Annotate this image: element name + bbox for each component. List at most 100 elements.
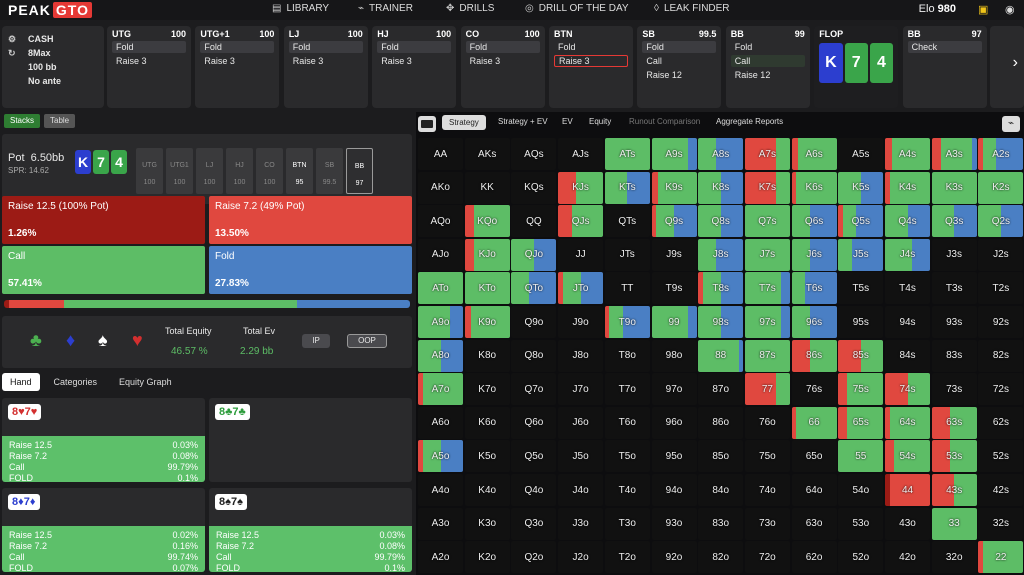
matrix-cell-66[interactable]: 66 [791, 406, 837, 439]
seat-action-option[interactable]: Fold [558, 42, 576, 52]
position-co[interactable]: CO 100 [256, 148, 283, 194]
matrix-cell-55[interactable]: 55 [838, 440, 884, 473]
matrix-cell-52s[interactable]: 52s [978, 440, 1024, 473]
matrix-cell-86o[interactable]: 86o [698, 406, 744, 439]
matrix-cell-88[interactable]: 88 [698, 339, 744, 372]
matrix-cell-J3s[interactable]: J3s [931, 238, 977, 271]
matrix-cell-84o[interactable]: 84o [698, 474, 744, 506]
matrix-cell-A3o[interactable]: A3o [418, 507, 463, 540]
matrix-cell-K5s[interactable]: K5s [838, 171, 884, 204]
matrix-cell-KK[interactable]: KK [464, 171, 510, 204]
matrix-cell-QTo[interactable]: QTo [511, 272, 557, 305]
matrix-cell-KTs[interactable]: KTs [604, 171, 650, 204]
position-lj[interactable]: LJ 100 [196, 148, 223, 194]
seat-utgplus1[interactable]: UTG+1 100 Fold Raise 3 [195, 26, 280, 108]
matrix-cell-54o[interactable]: 54o [838, 474, 884, 506]
matrix-cell-74s[interactable]: 74s [885, 373, 930, 406]
matrix-cell-Q2s[interactable]: Q2s [978, 205, 1024, 238]
seat-action-option[interactable]: Fold [288, 41, 363, 53]
seat-action-option[interactable]: Call [646, 56, 662, 66]
matrix-cell-AQs[interactable]: AQs [511, 138, 557, 170]
action-call[interactable]: Call 57.41% [2, 246, 205, 294]
matrix-cell-QTs[interactable]: QTs [604, 205, 650, 238]
matrix-cell-AJo[interactable]: AJo [418, 238, 463, 271]
matrix-cell-A6s[interactable]: A6s [791, 138, 837, 170]
seat-flop[interactable]: FLOP K 7 4 [814, 26, 899, 108]
tab-ev[interactable]: EV [562, 117, 573, 126]
matrix-cell-K3s[interactable]: K3s [931, 171, 977, 204]
matrix-cell-K9s[interactable]: K9s [651, 171, 697, 204]
matrix-cell-J8s[interactable]: J8s [698, 238, 744, 271]
seat-action-option[interactable]: Fold [734, 42, 753, 52]
action-raise-12-5[interactable]: Raise 12.5 (100% Pot) 1.26% [2, 196, 205, 244]
matrix-cell-76s[interactable]: 76s [791, 373, 837, 406]
tab-stacks[interactable]: Stacks [4, 114, 41, 128]
matrix-cell-J9s[interactable]: J9s [651, 238, 697, 271]
position-sb[interactable]: SB 99.5 [316, 148, 343, 194]
matrix-cell-K6s[interactable]: K6s [791, 171, 837, 204]
matrix-cell-86s[interactable]: 86s [791, 339, 837, 372]
matrix-cell-J6o[interactable]: J6o [558, 406, 604, 439]
matrix-cell-Q2o[interactable]: Q2o [511, 541, 557, 574]
matrix-cell-K5o[interactable]: K5o [464, 440, 510, 473]
matrix-cell-K6o[interactable]: K6o [464, 406, 510, 439]
seat-action-option[interactable]: Raise 3 [381, 56, 412, 66]
matrix-cell-82o[interactable]: 82o [698, 541, 744, 574]
matrix-cell-T3o[interactable]: T3o [604, 507, 650, 540]
matrix-cell-A2o[interactable]: A2o [418, 541, 463, 574]
seat-action-option[interactable]: Raise 3 [292, 56, 324, 66]
matrix-cell-T7o[interactable]: T7o [604, 373, 650, 406]
matrix-cell-J8o[interactable]: J8o [558, 339, 604, 372]
tab-runout-comparison[interactable]: Runout Comparison [629, 117, 701, 126]
ip-button[interactable]: IP [302, 334, 330, 348]
matrix-cell-J7o[interactable]: J7o [558, 373, 604, 406]
refresh-icon[interactable]: ↻ [8, 47, 16, 58]
matrix-cell-Q9s[interactable]: Q9s [651, 205, 697, 238]
matrix-cell-92s[interactable]: 92s [978, 306, 1024, 338]
matrix-cell-KQs[interactable]: KQs [511, 171, 557, 204]
seat-action-option[interactable]: Fold [642, 41, 717, 53]
chat-icon[interactable]: ▣ [978, 4, 989, 16]
seat-action-option[interactable]: Raise 3 [469, 56, 501, 66]
position-btn[interactable]: BTN 95 [286, 148, 313, 194]
matrix-cell-52o[interactable]: 52o [838, 541, 884, 574]
matrix-cell-63o[interactable]: 63o [791, 507, 837, 540]
combo-card[interactable]: 8♥7♥ Raise 12.5 0.03% Raise 7.2 0.08% Call 99.… [2, 398, 205, 482]
matrix-cell-Q6o[interactable]: Q6o [511, 406, 557, 439]
action-fold[interactable]: Fold 27.83% [209, 246, 412, 294]
matrix-cell-A9o[interactable]: A9o [418, 306, 463, 338]
seat-co[interactable]: CO 100 Fold Raise 3 [460, 26, 545, 108]
position-utg1[interactable]: UTG1 100 [166, 148, 193, 194]
nav-drill-of-the-day[interactable]: ◎ DRILL OF THE DAY [525, 3, 629, 14]
matrix-cell-A7s[interactable]: A7s [744, 138, 790, 170]
matrix-cell-87o[interactable]: 87o [698, 373, 744, 406]
matrix-cell-AA[interactable]: AA [418, 138, 463, 170]
matrix-cell-A5s[interactable]: A5s [838, 138, 884, 170]
matrix-cell-94o[interactable]: 94o [651, 474, 697, 506]
matrix-cell-Q7o[interactable]: Q7o [511, 373, 557, 406]
matrix-cell-A8o[interactable]: A8o [418, 339, 463, 372]
matrix-cell-AKo[interactable]: AKo [418, 171, 463, 204]
matrix-cell-T3s[interactable]: T3s [931, 272, 977, 305]
matrix-cell-K2s[interactable]: K2s [978, 171, 1024, 204]
nav-library[interactable]: ▤ LIBRARY [272, 3, 329, 14]
seat-action-option[interactable]: Raise 3 [204, 56, 235, 66]
matrix-cell-J2s[interactable]: J2s [978, 238, 1024, 271]
heart-icon[interactable]: ♥ [132, 330, 143, 350]
matrix-cell-K2o[interactable]: K2o [464, 541, 510, 574]
matrix-cell-Q4s[interactable]: Q4s [885, 205, 930, 238]
matrix-cell-TT[interactable]: TT [604, 272, 650, 305]
matrix-cell-32o[interactable]: 32o [931, 541, 977, 574]
position-bb[interactable]: BB 97 [346, 148, 373, 194]
matrix-cell-J3o[interactable]: J3o [558, 507, 604, 540]
tab-equity[interactable]: Equity [589, 117, 612, 126]
matrix-cell-83o[interactable]: 83o [698, 507, 744, 540]
matrix-cell-A5o[interactable]: A5o [418, 440, 463, 473]
matrix-cell-73s[interactable]: 73s [931, 373, 977, 406]
matrix-cell-A4o[interactable]: A4o [418, 474, 463, 506]
position-hj[interactable]: HJ 100 [226, 148, 253, 194]
tab-categories[interactable]: Categories [53, 377, 98, 387]
layout-toggle-icon[interactable] [418, 116, 436, 132]
diamond-icon[interactable]: ♦ [66, 330, 76, 350]
matrix-cell-K3o[interactable]: K3o [464, 507, 510, 540]
